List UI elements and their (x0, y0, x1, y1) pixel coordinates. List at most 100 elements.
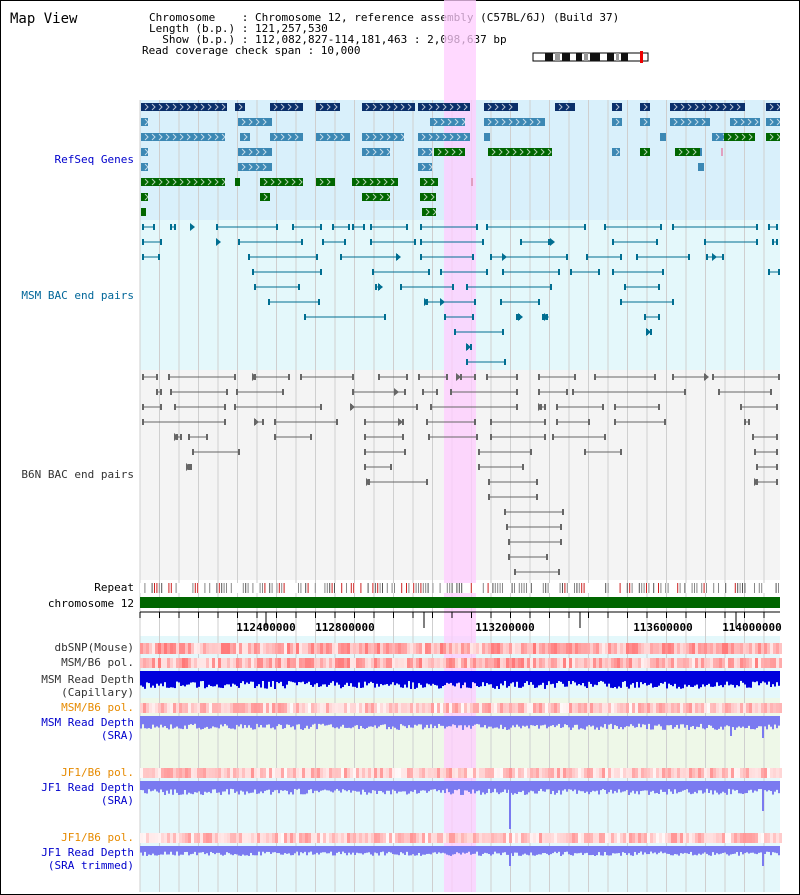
b6n-bac-end-pairs-label[interactable]: B6N BAC end pairs (21, 468, 134, 481)
msm-depth-capillary-bar (676, 671, 678, 689)
jf1-b6-pol-heat-cell (641, 768, 644, 778)
jf1-b6-pol-label[interactable]: JF1/B6 pol. (61, 766, 134, 779)
msm-depth-capillary-bar (360, 671, 362, 688)
msm-depth-sra-bar (630, 716, 632, 725)
repeat-element (264, 583, 266, 593)
jf1-depth-trimmed-bar (384, 846, 386, 856)
b6n-bac-end-pair-end (516, 404, 518, 410)
gene-strand-arrow (734, 133, 739, 141)
msm-depth-capillary-bar (368, 671, 370, 684)
jf1-b6-pol2-heat-cell (488, 833, 491, 843)
msm-depth-capillary-bar (386, 671, 388, 685)
msm-depth-sra-bar (744, 716, 746, 729)
jf1-b6-pol-heat-cell (620, 768, 623, 778)
msm-depth-sra-bar (594, 716, 596, 730)
refseq-genes-label[interactable]: RefSeq Genes (54, 153, 134, 166)
jf1-depth-trimmed-bar (756, 846, 758, 855)
jf1-depth-sra-bar (260, 781, 262, 792)
msm-depth-capillary-bar (678, 671, 680, 687)
dbsnp-heat-cell (560, 643, 563, 654)
jf1-b6-pol-heat-cell (176, 768, 179, 778)
jf1-depth-sra-bar (232, 781, 234, 790)
msm-depth-capillary-bar (734, 671, 736, 688)
msm-depth-sra-bar (600, 716, 602, 727)
msm-b6-pol2-heat-cell (767, 703, 770, 713)
b6n-bac-end-pair-end (446, 374, 448, 380)
jf1-b6-pol-heat-cell (323, 768, 326, 778)
jf1-depth-sra-bar (504, 781, 506, 790)
gene-strand-arrow (221, 103, 226, 111)
jf1-b6-pol-heat-cell (518, 768, 521, 778)
jf1-b6-pol2-heat-cell (512, 833, 515, 843)
jf1-depth-trimmed-bar (366, 846, 368, 853)
jf1-depth-trimmed-bar (554, 846, 556, 852)
jf1-depth-sra-bar (184, 781, 186, 790)
msm-b6-pol-heat-cell (608, 658, 611, 668)
jf1-b6-pol-heat-cell (449, 768, 452, 778)
jf1-depth-trimmed-bar (478, 846, 480, 856)
jf1-depth-sra-bar (512, 781, 514, 795)
msm-depth-sra-bar (334, 716, 336, 729)
msm-b6-pol-label[interactable]: MSM/B6 pol. (61, 656, 134, 669)
msm-depth-capillary-bar (164, 671, 166, 683)
jf1-depth-trimmed-bar (370, 846, 372, 855)
gene-strand-arrow (158, 178, 163, 186)
msm-b6-pol2-heat-cell (299, 703, 302, 713)
msm-b6-pol2-heat-cell (734, 703, 737, 713)
msm-bac-end-pairs-label[interactable]: MSM BAC end pairs (21, 289, 134, 302)
dbsnp-heat-cell (692, 643, 695, 654)
msm-depth-sra-bar (524, 716, 526, 727)
msm-b6-pol-heat-cell (728, 658, 731, 668)
dbsnp-heat-cell (257, 643, 260, 654)
msm-depth-capillary-bar (596, 671, 598, 686)
dbsnp-heat-cell (407, 643, 410, 654)
jf1-b6-pol-heat-cell (710, 768, 713, 778)
msm-b6-pol-heat-cell (677, 658, 680, 668)
jf1-depth-sra-bar (646, 781, 648, 791)
repeat-element (754, 583, 755, 593)
gene-strand-arrow (421, 163, 426, 171)
jf1-b6-pol2-label[interactable]: JF1/B6 pol. (61, 831, 134, 844)
jf1-b6-pol-heat-cell (398, 768, 401, 778)
msm-read-depth-capillary-label[interactable]: MSM Read Depth (Capillary) (41, 673, 134, 699)
msm-b6-pol2-label[interactable]: MSM/B6 pol. (61, 701, 134, 714)
jf1-depth-trimmed-bar (332, 846, 334, 856)
gene-strand-arrow (615, 103, 620, 111)
jf1-b6-pol2-heat-cell (500, 833, 503, 843)
msm-b6-pol-heat-cell (440, 658, 443, 668)
jf1-depth-sra-bar (280, 781, 282, 791)
msm-depth-capillary-bar (356, 671, 358, 688)
msm-depth-capillary-bar (650, 671, 652, 684)
msm-depth-capillary-bar (688, 671, 690, 686)
jf1-depth-sra-bar (580, 781, 582, 792)
jf1-read-depth-sra-label[interactable]: JF1 Read Depth (SRA) (41, 781, 134, 807)
msm-read-depth-sra-label[interactable]: MSM Read Depth (SRA) (41, 716, 134, 742)
dbsnp-heat-cell (707, 643, 710, 654)
msm-depth-capillary-bar (304, 671, 306, 685)
repeat-element (523, 583, 525, 593)
msm-depth-sra-bar (670, 716, 672, 725)
jf1-b6-pol-heat-cell (725, 768, 728, 778)
jf1-depth-trimmed-bar (414, 846, 416, 856)
dbsnp-label[interactable]: dbSNP(Mouse) (54, 641, 134, 654)
dbsnp-heat-cell (638, 643, 641, 654)
msm-b6-pol-heat-cell (224, 658, 227, 668)
msm-bac-end-pair-end (170, 224, 172, 230)
jf1-depth-sra-bar (704, 781, 706, 793)
msm-b6-pol2-heat-cell (440, 703, 443, 713)
repeat-element (619, 583, 621, 593)
jf1-depth-sra-bar (240, 781, 242, 791)
jf1-depth-trimmed-bar (324, 846, 326, 853)
jf1-read-depth-trimmed-label[interactable]: JF1 Read Depth (SRA trimmed) (41, 846, 134, 872)
msm-depth-capillary-bar (590, 671, 592, 684)
dbsnp-heat-cell (647, 643, 650, 654)
msm-b6-pol2-heat-cell (779, 703, 782, 713)
jf1-depth-trimmed-bar (550, 846, 552, 855)
repeat-label[interactable]: Repeat (94, 581, 134, 594)
msm-depth-sra-bar (150, 716, 152, 729)
msm-depth-capillary-bar (726, 671, 728, 682)
dbsnp-heat-cell (236, 643, 239, 654)
msm-b6-pol-heat-cell (674, 658, 677, 668)
msm-b6-pol2-heat-cell (389, 703, 392, 713)
